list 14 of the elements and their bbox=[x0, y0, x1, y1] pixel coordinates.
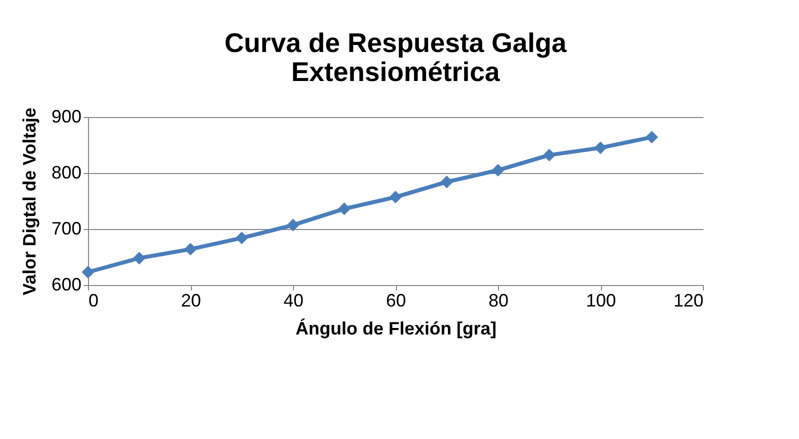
y-tick-label: 900 bbox=[51, 106, 82, 126]
x-tick-label: 60 bbox=[386, 290, 406, 310]
x-tick-label: 20 bbox=[180, 290, 202, 310]
x-tick-label: 0 bbox=[88, 290, 99, 310]
x-tick-label: 120 bbox=[673, 290, 704, 310]
y-tick-label: 800 bbox=[51, 162, 82, 182]
y-axis-title: Valor Digtal de Voltaje bbox=[19, 108, 40, 296]
x-tick-label: 80 bbox=[488, 290, 509, 310]
y-tick-label: 700 bbox=[51, 218, 82, 238]
x-tick-label: 100 bbox=[586, 290, 616, 310]
x-axis-title: Ángulo de Flexión [gra] bbox=[296, 318, 496, 338]
chart-title: Curva de Respuesta Galga Extensiométrica bbox=[224, 28, 568, 88]
x-tick-label: 40 bbox=[283, 290, 304, 310]
y-tick-label: 600 bbox=[51, 274, 82, 294]
